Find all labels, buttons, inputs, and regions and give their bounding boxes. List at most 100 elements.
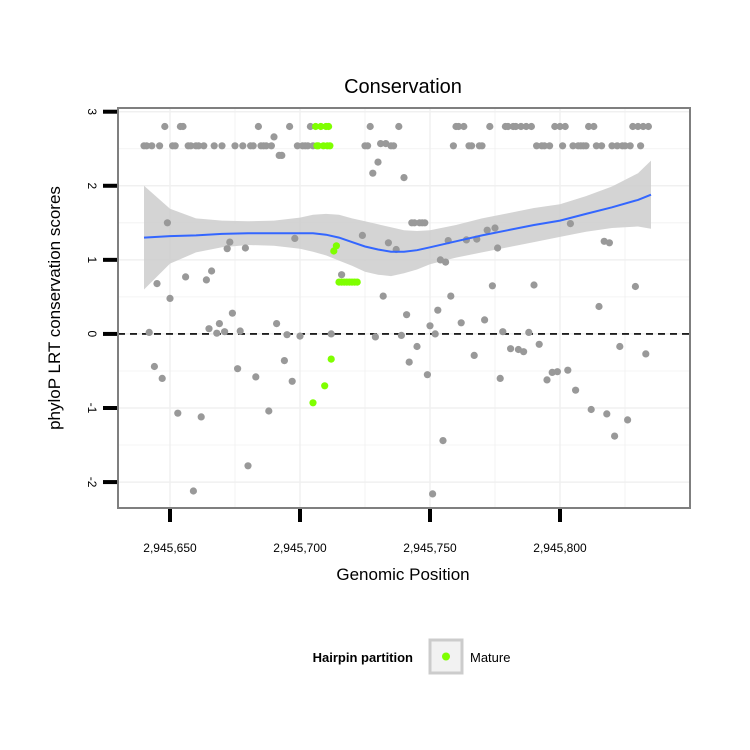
data-point: [447, 292, 455, 300]
data-point: [598, 142, 606, 150]
legend: Hairpin partition Mature: [313, 638, 510, 675]
data-point: [637, 142, 645, 150]
data-point: [228, 309, 236, 317]
data-point: [202, 276, 210, 284]
data-point: [595, 302, 603, 311]
data-point: [634, 122, 642, 131]
x-axis-title: Genomic Position: [336, 565, 469, 584]
data-point: [423, 371, 431, 379]
data-point: [304, 142, 312, 150]
y-tick-label: -1: [85, 403, 99, 414]
data-point: [460, 122, 468, 131]
data-point: [564, 366, 572, 374]
data-point: [470, 351, 478, 359]
data-point: [530, 281, 538, 289]
data-point: [517, 122, 525, 131]
data-point: [540, 142, 549, 150]
data-point: [491, 224, 499, 232]
data-point: [187, 142, 195, 150]
data-point: [522, 122, 530, 131]
data-point: [286, 122, 294, 131]
data-point: [626, 142, 634, 150]
data-point: [397, 331, 405, 339]
x-axis: 2,945,650 2,945,700 2,945,750 2,945,800: [143, 509, 587, 555]
data-point: [270, 133, 278, 141]
data-point: [403, 311, 411, 319]
data-point: [608, 142, 616, 150]
data-point: [166, 294, 174, 302]
smooth-confidence-band: [144, 160, 651, 290]
data-point: [267, 142, 275, 150]
data-point: [262, 142, 270, 150]
data-point: [551, 122, 559, 131]
data-point: [377, 140, 385, 148]
data-point: [439, 437, 447, 445]
data-point: [644, 122, 653, 131]
plot-panel: [117, 107, 691, 509]
panel-background: [118, 108, 690, 508]
y-axis-title: phyloP LRT conservation scores: [45, 186, 64, 430]
data-point: [338, 271, 346, 279]
data-point: [642, 350, 650, 358]
data-point: [496, 374, 504, 382]
x-tick-label: 2,945,800: [533, 541, 587, 555]
data-point: [156, 142, 164, 150]
data-point: [379, 292, 387, 300]
data-point: [213, 329, 221, 337]
data-point: [507, 345, 515, 353]
data-point: [413, 342, 421, 351]
mature-data-point: [326, 142, 334, 150]
data-point: [527, 122, 536, 131]
data-point: [241, 244, 249, 252]
data-point: [481, 316, 489, 324]
data-point: [455, 122, 463, 131]
data-point: [327, 330, 335, 338]
legend-label-mature: Mature: [470, 650, 510, 665]
data-point: [410, 219, 418, 227]
data-point: [624, 416, 632, 424]
data-point: [395, 122, 403, 131]
data-point: [189, 487, 197, 495]
data-point: [278, 151, 286, 159]
data-point: [605, 239, 614, 247]
data-point: [218, 142, 226, 150]
data-point: [494, 244, 502, 252]
data-point: [293, 142, 301, 150]
data-point: [371, 333, 379, 341]
data-point: [231, 142, 239, 150]
data-point: [143, 142, 151, 150]
data-point: [431, 330, 439, 338]
data-point: [442, 258, 450, 266]
data-point: [512, 122, 520, 131]
data-point: [145, 328, 153, 336]
mature-data-point: [327, 355, 335, 363]
data-point: [616, 342, 624, 351]
data-point: [525, 328, 533, 336]
data-point: [366, 122, 374, 131]
data-point: [520, 348, 528, 356]
data-point: [426, 322, 434, 330]
x-tick-label: 2,945,700: [273, 541, 327, 555]
data-point: [239, 142, 247, 150]
data-point: [561, 122, 569, 131]
x-tick-label: 2,945,650: [143, 541, 197, 555]
data-point: [468, 142, 476, 150]
y-tick-label: 1: [85, 257, 99, 264]
data-point: [582, 142, 590, 150]
data-point: [421, 219, 429, 227]
data-point: [587, 405, 595, 414]
y-tick-label: 0: [85, 331, 99, 338]
data-point: [291, 234, 299, 242]
data-point: [158, 374, 166, 382]
data-point: [486, 122, 494, 131]
y-axis: -2 -1 0 1 2 3: [85, 108, 117, 488]
mature-data-point: [332, 242, 340, 250]
mature-data-point: [353, 278, 361, 286]
data-point: [150, 362, 158, 371]
data-point: [254, 122, 262, 131]
data-point: [639, 122, 647, 131]
data-point: [195, 142, 203, 150]
legend-key-mature-point: [442, 652, 450, 661]
data-point: [182, 273, 190, 281]
